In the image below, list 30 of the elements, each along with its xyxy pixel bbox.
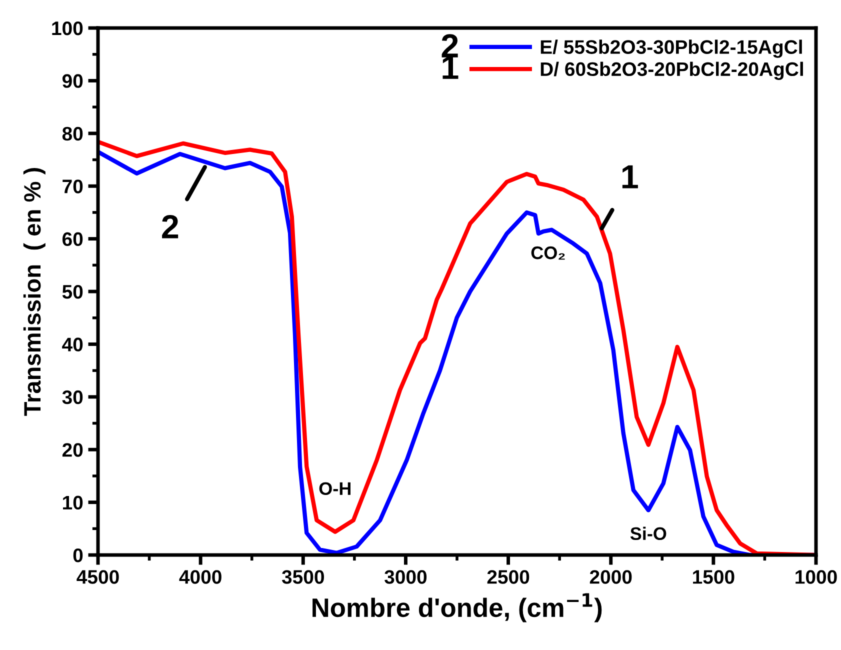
x-tick-label: 4000 (179, 570, 222, 584)
y-tick-label: 90 (62, 74, 83, 88)
legend-label: D/ 60Sb2O3-20PbCl2-20AgCl (540, 62, 803, 80)
y-tick-label: 10 (63, 496, 83, 510)
y-tick-label: 0 (73, 548, 83, 562)
x-tick-label: 2500 (487, 570, 530, 584)
x-tick-label: 3500 (282, 570, 324, 584)
x-axis-title: Nombre d'onde, (cm$^{−1}$) (312, 593, 602, 622)
y-tick-label: 70 (62, 180, 83, 194)
y-tick-label: 50 (62, 284, 83, 299)
annotation: 1 (442, 56, 458, 79)
y-tick-label: 80 (62, 126, 83, 141)
x-tick-label: 1000 (796, 570, 837, 584)
y-tick-label: 40 (62, 338, 83, 352)
legend-label: E/ 55Sb2O3-30PbCl2-15AgCl (540, 40, 802, 58)
annotation: Si-O (630, 526, 666, 540)
y-tick-label: 30 (62, 390, 83, 404)
annotation: O-H (319, 482, 350, 495)
annotation: 1 (622, 165, 638, 188)
x-tick-label: 1500 (693, 570, 734, 584)
y-axis-title: Transmission ( en % ) (23, 168, 46, 416)
annotation: 2 (162, 214, 178, 238)
y-tick-label: 60 (62, 232, 83, 246)
annotation: CO₂ (531, 246, 565, 260)
x-tick-label: 4500 (76, 570, 119, 584)
annotation: 2 (442, 34, 458, 58)
y-tick-label: 100 (52, 21, 83, 36)
x-tick-label: 3000 (384, 570, 427, 584)
y-tick-label: 20 (62, 443, 83, 457)
x-tick-label: 2000 (590, 570, 632, 584)
